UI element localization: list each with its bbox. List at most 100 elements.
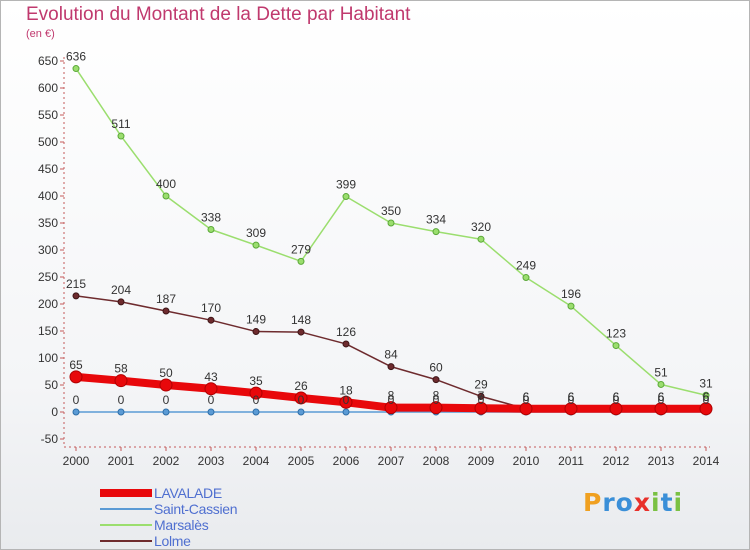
data-label: 149: [246, 313, 266, 327]
data-label: 0: [388, 393, 395, 407]
data-point: [207, 225, 215, 233]
data-label: 8: [388, 389, 395, 403]
data-label: 215: [66, 277, 86, 291]
legend-swatch: [100, 540, 152, 542]
data-point: [162, 307, 170, 315]
data-point: [429, 401, 443, 415]
data-point: [72, 408, 80, 416]
data-label: 320: [471, 220, 491, 234]
data-point: [564, 402, 578, 416]
data-label: 26: [294, 379, 308, 393]
data-point: [204, 382, 218, 396]
data-label: 126: [336, 325, 356, 339]
series-line: [75, 67, 707, 397]
data-point: [477, 392, 485, 400]
data-label: 0: [208, 393, 215, 407]
data-label: 309: [246, 226, 266, 240]
data-point: [69, 370, 83, 384]
data-label: 0: [523, 393, 530, 407]
data-point: [117, 132, 125, 140]
data-point: [117, 298, 125, 306]
data-label: 65: [69, 358, 83, 372]
data-label: 31: [699, 376, 713, 390]
data-label: 6: [568, 390, 575, 404]
x-tick-label: 2012: [603, 454, 630, 468]
data-point: [702, 391, 710, 399]
data-label: 400: [156, 177, 176, 191]
data-point: [207, 316, 215, 324]
y-tick-label: 500: [38, 135, 58, 149]
x-tick-label: 2000: [63, 454, 90, 468]
y-tick-label: 200: [38, 297, 58, 311]
data-point: [474, 401, 488, 415]
data-label: 636: [66, 50, 86, 64]
x-tick-label: 2013: [648, 454, 675, 468]
logo-letter: x: [633, 488, 651, 517]
data-point: [657, 380, 665, 388]
data-label: 6: [613, 390, 620, 404]
data-label: 58: [114, 362, 128, 376]
data-label: 0: [118, 393, 125, 407]
data-label: 51: [654, 365, 668, 379]
data-label: 60: [429, 361, 443, 375]
x-tick-label: 2010: [513, 454, 540, 468]
data-label: 35: [249, 374, 263, 388]
data-point: [342, 408, 350, 416]
data-point: [519, 402, 533, 416]
data-label: 18: [339, 383, 353, 397]
data-point: [159, 378, 173, 392]
data-label: 350: [381, 204, 401, 218]
data-point: [342, 340, 350, 348]
y-tick-label: 600: [38, 81, 58, 95]
proxiti-logo: Proxiti: [583, 488, 683, 517]
data-label: 6: [658, 390, 665, 404]
data-point: [252, 408, 260, 416]
data-label: 0: [253, 393, 260, 407]
chart-title: Evolution du Montant de la Dette par Hab…: [26, 4, 411, 25]
data-point: [384, 401, 398, 415]
y-tick-label: 0: [51, 405, 58, 419]
x-tick-label: 2004: [243, 454, 270, 468]
data-point: [297, 257, 305, 265]
data-label: 0: [703, 393, 710, 407]
data-label: 6: [703, 390, 710, 404]
x-tick-label: 2008: [423, 454, 450, 468]
chart-subtitle: (en €): [26, 28, 55, 40]
x-tick-label: 2014: [693, 454, 720, 468]
data-point: [567, 302, 575, 310]
x-tick-label: 2011: [558, 454, 584, 468]
data-label: 0: [658, 393, 665, 407]
data-point: [339, 395, 353, 409]
logo-letter: i: [673, 488, 684, 517]
data-label: 29: [474, 377, 488, 391]
data-point: [117, 408, 125, 416]
data-point: [297, 328, 305, 336]
x-tick-label: 2006: [333, 454, 360, 468]
x-tick-label: 2009: [468, 454, 495, 468]
data-point: [252, 328, 260, 336]
data-point: [72, 292, 80, 300]
data-label: 170: [201, 301, 221, 315]
data-label: 399: [336, 178, 356, 192]
logo-letter: i: [651, 488, 661, 517]
data-label: 249: [516, 259, 536, 273]
data-label: 279: [291, 242, 311, 256]
logo-letter: r: [602, 488, 616, 517]
data-point: [612, 342, 620, 350]
data-point: [387, 363, 395, 371]
data-point: [207, 408, 215, 416]
data-label: 6: [523, 390, 530, 404]
data-label: 334: [426, 213, 446, 227]
data-label: 6: [568, 390, 575, 404]
legend-swatch: [100, 524, 152, 526]
data-point: [249, 386, 263, 400]
data-label: 0: [478, 393, 485, 407]
data-point: [162, 192, 170, 200]
legend-label: Saint-Cassien: [154, 501, 238, 517]
data-label: 0: [343, 393, 350, 407]
data-label: 0: [73, 393, 80, 407]
data-label: 204: [111, 283, 131, 297]
y-tick-label: 100: [38, 351, 58, 365]
